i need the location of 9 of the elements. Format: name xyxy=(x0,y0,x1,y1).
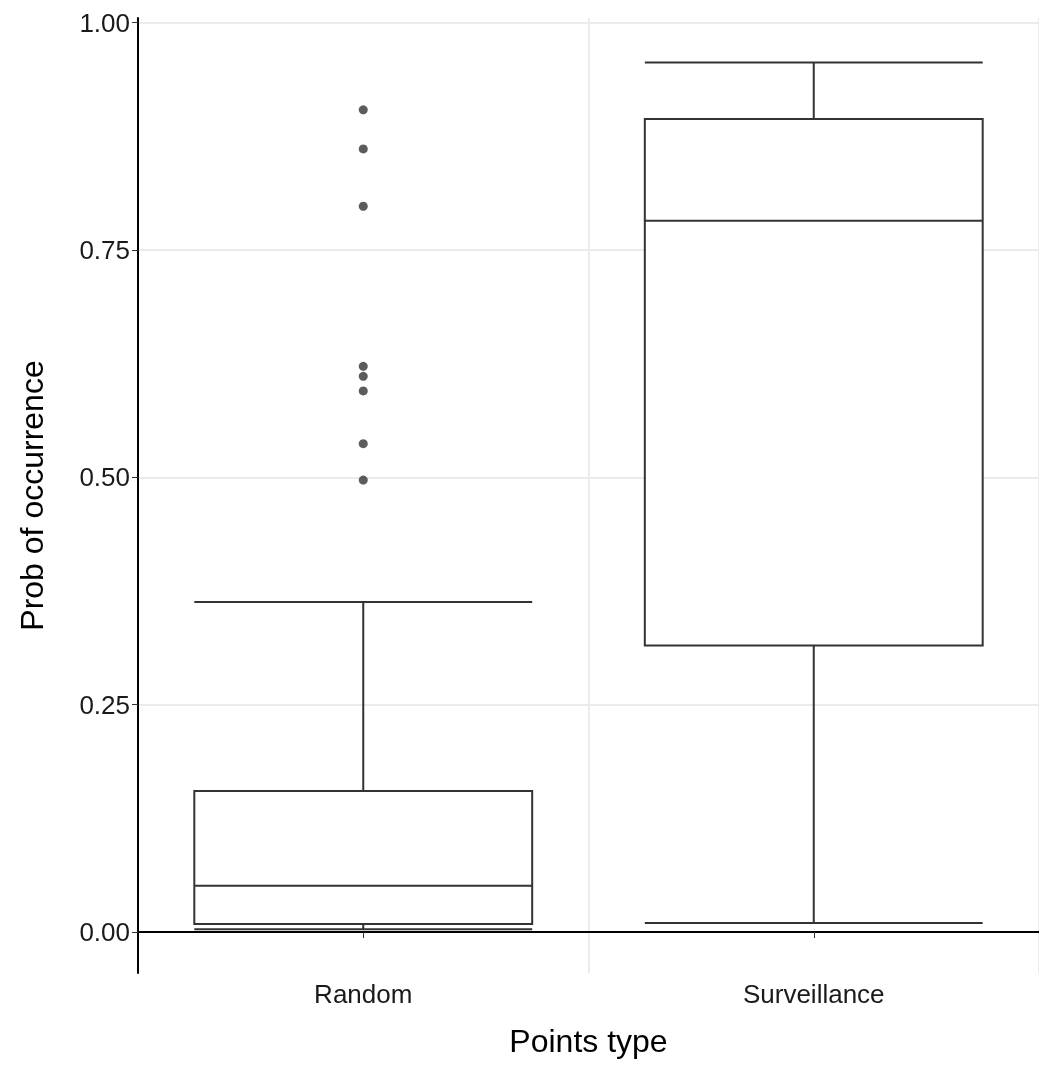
x-axis-title: Points type xyxy=(509,1023,668,1059)
y-tick-label: 0.00 xyxy=(79,917,130,948)
y-tick-label: 1.00 xyxy=(79,7,130,38)
y-tick-label: 0.75 xyxy=(79,234,130,265)
y-tick-label: 0.25 xyxy=(79,689,130,720)
x-tick-label: Random xyxy=(314,979,413,1009)
x-tick-label: Surveillance xyxy=(742,979,885,1009)
y-axis-title: Prob of occurrence xyxy=(14,360,50,631)
y-tick-label: 0.50 xyxy=(79,462,130,493)
